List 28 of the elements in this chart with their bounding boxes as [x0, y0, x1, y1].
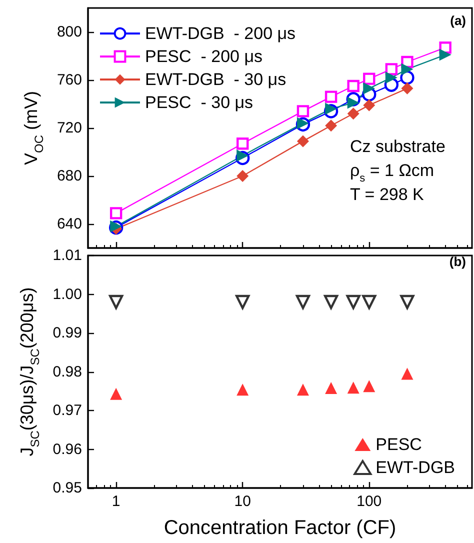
y-tick-label: 0.98	[52, 363, 82, 380]
y-axis-title: VOC (mV)	[21, 90, 46, 165]
y-axis-title: JSC(30μs)/JSC(200μs)	[17, 287, 42, 456]
legend-label: PESC - 200 μs	[145, 47, 263, 66]
y-tick-label: 760	[56, 72, 82, 88]
legend-label: EWT-DGB - 30 μs	[145, 70, 286, 89]
y-tick-label: 0.97	[52, 402, 82, 419]
annotation: (a)	[450, 13, 466, 28]
y-tick-label: 0.95	[52, 480, 82, 496]
y-tick-label: 1.01	[52, 247, 82, 264]
x-tick-label: 100	[356, 493, 382, 510]
text: 1.00	[52, 286, 82, 303]
legend-label: PESC	[376, 435, 422, 454]
y-tick-label: 0.96	[52, 440, 82, 458]
annotation: (b)	[449, 254, 466, 269]
y-tick-label: 680	[56, 168, 82, 184]
legend-label: PESC - 30 μs	[145, 93, 254, 112]
y-tick-label: 720	[56, 120, 82, 136]
legend-label: EWT-DGB	[376, 458, 456, 477]
x-axis-title: Concentration Factor (CF)	[164, 517, 396, 539]
annotation: Cz substrate	[350, 137, 446, 156]
y-tick-label: 0.99	[52, 324, 82, 342]
x-tick-label: 10	[234, 493, 251, 510]
y-tick-label: 800	[56, 24, 82, 40]
annotation: T = 298 K	[350, 185, 425, 204]
y-tick-label: 640	[56, 216, 82, 232]
legend-label: EWT-DGB - 200 μs	[145, 24, 296, 43]
x-tick-label: 1	[112, 493, 120, 510]
